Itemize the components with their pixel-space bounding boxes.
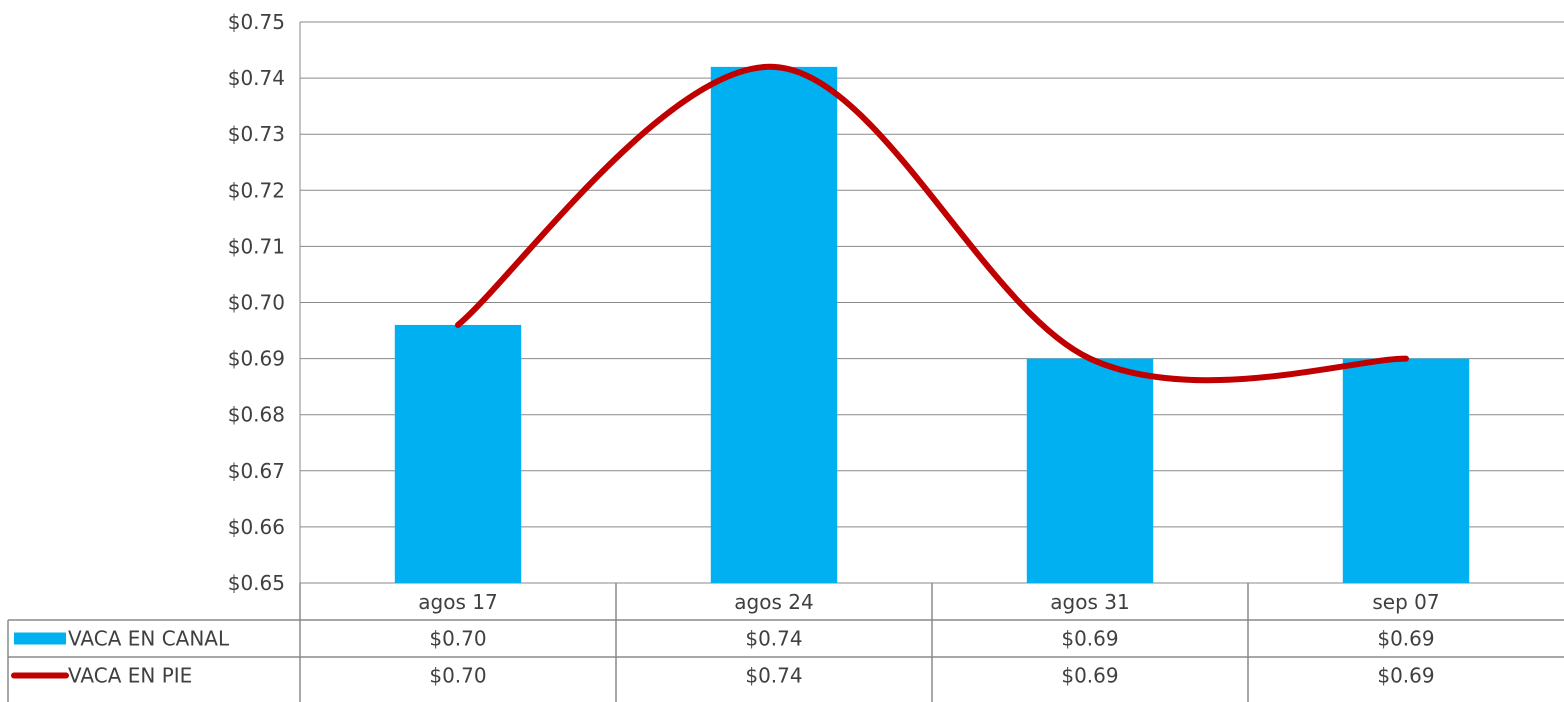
data-label: $0.74	[745, 627, 802, 651]
data-label: $0.69	[1061, 627, 1118, 651]
data-label: $0.70	[429, 664, 486, 688]
y-axis-ticks: $0.65 $0.66 $0.67 $0.68 $0.69 $0.70 $0.71 $0.72…	[228, 10, 285, 595]
series-name: VACA EN PIE	[68, 664, 192, 688]
y-tick-label: $0.75	[228, 10, 285, 34]
y-tick-label: $0.69	[228, 347, 285, 371]
y-tick-label: $0.70	[228, 291, 285, 315]
category-label: agos 24	[734, 590, 813, 614]
data-label: $0.69	[1377, 627, 1434, 651]
y-tick-label: $0.67	[228, 459, 285, 483]
category-label: sep 07	[1372, 590, 1439, 614]
legend-key-bar	[14, 632, 66, 645]
y-tick-label: $0.71	[228, 234, 285, 258]
category-label: agos 31	[1050, 590, 1129, 614]
line-series	[455, 63, 1409, 384]
data-label: $0.70	[429, 627, 486, 651]
bar	[1342, 358, 1470, 583]
series-line	[455, 63, 1409, 384]
y-tick-label: $0.65	[228, 571, 285, 595]
y-tick-label: $0.66	[228, 515, 285, 539]
data-table: agos 17 agos 24 agos 31 sep 07 VACA EN CANAL…	[7, 583, 1564, 702]
y-tick-label: $0.74	[228, 66, 285, 90]
bar-series	[394, 66, 1470, 583]
data-label: $0.69	[1061, 664, 1118, 688]
data-label: $0.74	[745, 664, 802, 688]
data-label: $0.69	[1377, 664, 1434, 688]
bar	[710, 66, 838, 583]
bar	[394, 324, 522, 583]
y-tick-label: $0.72	[228, 178, 285, 202]
bar	[1026, 358, 1154, 583]
series-name: VACA EN CANAL	[68, 627, 230, 651]
y-tick-label: $0.73	[228, 122, 285, 146]
y-tick-label: $0.68	[228, 403, 285, 427]
category-label: agos 17	[418, 590, 497, 614]
